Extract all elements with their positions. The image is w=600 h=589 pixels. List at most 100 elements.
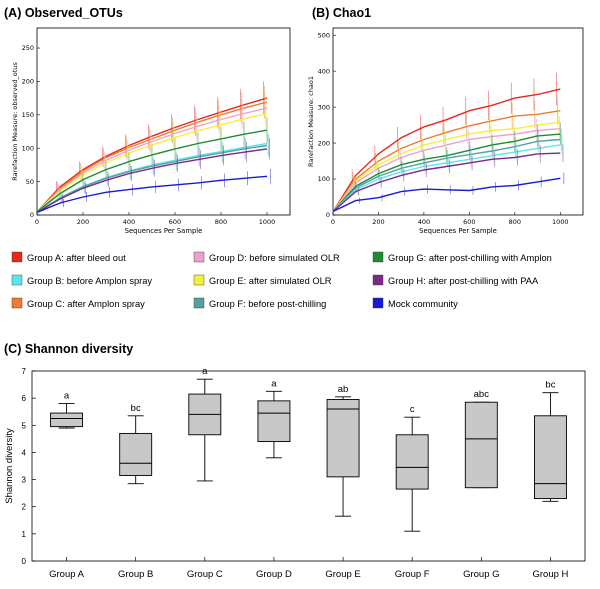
otus-x-tick-label: 1000 [259,218,276,226]
chao1-y-axis-label: Rarefaction Measure: chao1 [307,76,315,167]
significance-letter: ab [338,384,349,395]
otus-y-axis-label: Rarefaction Measure: observed_otus [11,62,19,181]
legend-label: Group E: after simulated OLR [209,276,332,286]
otus-y-tick-label: 100 [22,144,34,152]
chao1-series-line [332,88,561,212]
chao1-plot-frame [332,27,584,216]
legend-swatch [372,274,384,286]
box-iqr [119,432,153,476]
otus-y-tick-label: 200 [22,78,34,86]
otus-x-tick-label: 200 [77,218,89,226]
chao1-series-line [332,144,561,212]
chao1-x-tick-label: 200 [372,218,384,226]
legend-label: Group D: before simulated OLR [209,253,340,263]
shannon-y-tick-label: 7 [22,367,27,376]
otus-series-line [36,97,268,213]
shannon-x-tick-label: Group F [395,569,430,580]
shannon-x-tick-label: Group G [463,569,499,580]
chao1-series-line [332,128,561,212]
otus-series-line [36,112,268,213]
box-iqr [464,401,498,489]
significance-letter: a [64,391,70,402]
legend-label: Group B: before Amplon spray [27,276,152,286]
chao1-y-tick-label: 400 [318,67,330,75]
legend: Group A: after bleed out Group B: before … [11,251,552,309]
significance-letter: c [410,404,415,415]
chao1-series-line [332,177,561,213]
chao1-x-tick-label: 1000 [552,218,569,226]
chao1-y-tick-label: 300 [318,103,330,111]
chao1-series-line [332,152,561,212]
significance-letter: bc [131,403,141,414]
chao1-x-tick-label: 400 [418,218,430,226]
box-iqr [533,415,567,500]
panel-c-title: (C) Shannon diversity [4,342,133,356]
otus-y-tick-label: 250 [22,44,34,52]
observed-otus-chart: 0 200 400 600 800 1000 0 50 100 150 200 250 Sequence… [11,27,291,235]
shannon-y-tick-label: 6 [22,394,27,403]
otus-series-line [36,148,268,213]
shannon-x-tick-label: Group C [187,569,223,580]
shannon-y-tick-label: 5 [22,421,27,430]
chao1-y-tick-label: 100 [318,175,330,183]
legend-swatch [193,251,205,263]
shannon-y-tick-label: 1 [22,530,27,539]
shannon-x-tick-label: Group B [118,569,153,580]
shannon-y-tick-label: 3 [22,476,27,485]
legend-label: Group G: after post-chilling with Amplon [388,253,552,263]
box-iqr [50,412,84,428]
chao1-x-tick-label: 800 [509,218,521,226]
chao1-series-line [332,138,561,212]
legend-swatch [372,251,384,263]
chao1-x-tick-label: 600 [463,218,475,226]
legend-label: Group F: before post-chilling [209,299,326,309]
chao1-series-line [332,110,561,212]
legend-label: Mock community [388,299,458,309]
otus-y-tick-label: 150 [22,111,34,119]
chao1-chart: 0 200 400 600 800 1000 0 100 200 300 400 500 Sequenc… [307,27,584,235]
legend-swatch [11,251,23,263]
shannon-y-axis-label: Shannon diversity [4,428,15,504]
shannon-x-tick-label: Group H [532,569,568,580]
shannon-y-tick-label: 4 [22,448,27,457]
otus-x-tick-label: 800 [215,218,227,226]
otus-series-line [36,129,268,213]
significance-letter: a [202,366,208,377]
otus-series-line [36,101,268,213]
panel-b-title: (B) Chao1 [312,6,371,20]
legend-swatch [193,297,205,309]
legend-swatch [193,274,205,286]
otus-y-tick-label: 50 [26,178,34,186]
shannon-plot-frame [31,370,586,562]
chao1-y-tick-label: 200 [318,139,330,147]
significance-letter: bc [545,380,555,391]
otus-x-tick-label: 400 [123,218,135,226]
shannon-y-tick-label: 2 [22,503,27,512]
box-iqr [257,400,291,443]
legend-label: Group A: after bleed out [27,253,126,263]
significance-letter: abc [474,389,490,400]
shannon-x-tick-label: Group D [256,569,292,580]
otus-series-line [36,107,268,213]
box-iqr [326,399,360,478]
otus-x-tick-label: 0 [35,218,39,226]
chao1-x-tick-label: 0 [331,218,335,226]
chao1-x-axis-label: Sequences Per Sample [419,227,497,235]
otus-series-line [36,144,268,213]
legend-swatch [11,274,23,286]
otus-plot-frame [36,27,291,216]
otus-y-tick-label: 0 [30,211,34,219]
shannon-x-tick-label: Group A [49,569,85,580]
shannon-box-chart: 0 1 2 3 4 5 6 7 Shannon diversity a Group A bc Group… [4,366,586,580]
significance-letter: a [271,378,277,389]
legend-swatch [372,297,384,309]
otus-series-line [36,175,268,213]
shannon-x-tick-label: Group E [325,569,360,580]
legend-swatch [11,297,23,309]
panel-a-title: (A) Observed_OTUs [4,6,123,20]
shannon-y-tick-label: 0 [22,557,27,566]
chao1-y-tick-label: 0 [326,211,330,219]
legend-label: Group C: after Amplon spray [27,299,145,309]
chao1-y-tick-label: 500 [318,31,330,39]
